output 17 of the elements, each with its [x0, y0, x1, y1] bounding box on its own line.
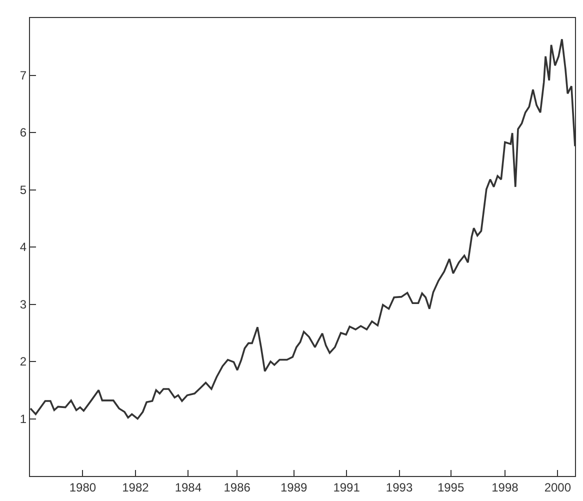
x-tick-label: 1995 [437, 480, 464, 494]
x-tick-label: 1993 [386, 480, 413, 494]
y-tick-label: 2 [20, 354, 27, 369]
x-tick-label: 1986 [224, 480, 251, 494]
x-tick-label: 2000 [544, 480, 572, 494]
x-tick-label: 1989 [280, 480, 308, 494]
y-tick-label: 7 [20, 68, 27, 82]
x-tick-label: 1991 [333, 480, 360, 494]
y-tick-label: 3 [20, 297, 27, 312]
x-tick-label: 1982 [122, 480, 150, 494]
y-tick-label: 6 [20, 126, 27, 140]
y-tick-label: 1 [20, 412, 27, 426]
x-tick-label: 1980 [69, 480, 96, 494]
x-tick-label: 1998 [492, 480, 519, 494]
x-tick-label: 1984 [174, 480, 202, 494]
y-tick-label: 4 [20, 240, 27, 254]
y-tick-label: 5 [20, 182, 27, 197]
